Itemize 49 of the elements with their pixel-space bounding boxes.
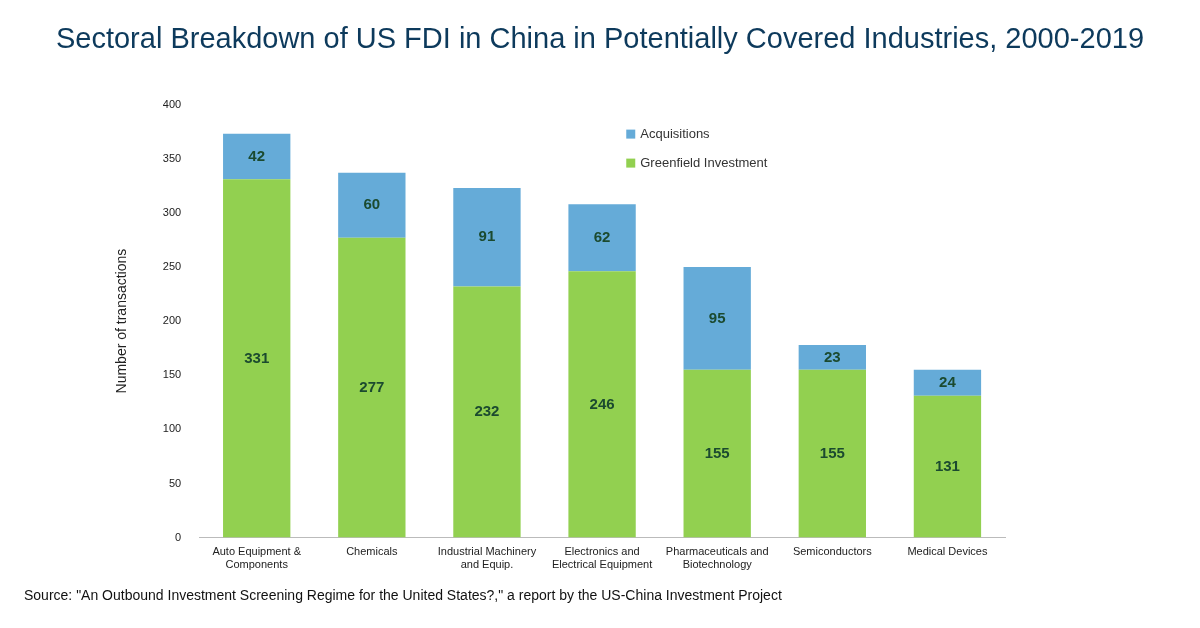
x-tick-label: Electronics and Electrical Equipment xyxy=(551,545,653,571)
bar xyxy=(338,237,406,538)
y-tick-label: 350 xyxy=(162,151,182,164)
x-tick-label: Auto Equipment & Components xyxy=(212,545,302,571)
x-tick-label: Pharmaceuticals and Biotechnology xyxy=(665,545,769,571)
data-label: 246 xyxy=(589,394,615,412)
y-tick-label: 200 xyxy=(162,314,182,327)
bar xyxy=(798,344,866,370)
data-label: 62 xyxy=(593,227,611,245)
chart-title: Sectoral Breakdown of US FDI in China in Potentially Covered Industries, 2000-2019 xyxy=(54,22,1146,55)
y-tick-label: 150 xyxy=(162,368,182,381)
data-label: 277 xyxy=(359,377,385,395)
y-tick-label: 50 xyxy=(168,476,182,489)
bar xyxy=(453,286,521,538)
data-label: 42 xyxy=(248,146,266,164)
data-label: 131 xyxy=(934,456,960,474)
bar xyxy=(568,271,636,538)
y-tick-label: 250 xyxy=(162,260,182,273)
bar xyxy=(683,369,751,538)
bar xyxy=(453,187,521,287)
x-tick-label: Chemicals xyxy=(346,545,398,558)
y-tick-label: 300 xyxy=(162,205,182,218)
data-label: 155 xyxy=(704,443,730,461)
bar xyxy=(913,369,982,396)
data-label: 232 xyxy=(474,402,500,420)
x-tick-label: Industrial Machinery and Equip. xyxy=(437,545,537,571)
source-note: Source: "An Outbound Investment Screening Regime for the United States?," a report by the US-China Investment Project xyxy=(24,587,782,603)
data-label: 95 xyxy=(708,308,726,326)
bar xyxy=(568,204,636,272)
data-label: 155 xyxy=(819,443,845,461)
bar xyxy=(338,172,406,238)
data-label: 91 xyxy=(478,227,496,245)
y-axis-title: Number of transactions xyxy=(113,248,130,394)
legend-label: Greenfield Investment xyxy=(640,155,768,171)
bar xyxy=(223,179,291,538)
y-tick-label: 0 xyxy=(175,530,182,543)
bar xyxy=(798,369,866,538)
y-tick-label: 100 xyxy=(162,422,182,435)
data-label: 23 xyxy=(823,347,841,365)
data-label: 331 xyxy=(244,348,270,366)
x-tick-label: Medical Devices xyxy=(907,545,988,558)
data-label: 60 xyxy=(363,195,381,213)
y-tick-label: 400 xyxy=(162,97,182,110)
data-label: 24 xyxy=(939,372,957,390)
bar xyxy=(913,395,982,538)
bar xyxy=(223,133,291,180)
bar xyxy=(683,266,751,370)
x-tick-label: Semiconductors xyxy=(792,545,873,558)
legend-label: Acquisitions xyxy=(640,126,711,142)
